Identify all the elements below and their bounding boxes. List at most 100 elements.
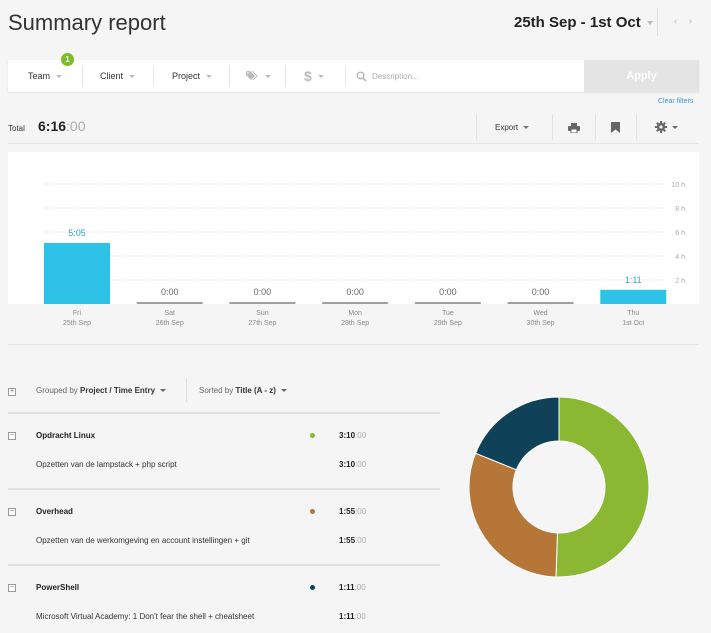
collapse-project-toggle[interactable]: − [8,432,16,440]
x-tick-label: Sat 26th Sep [130,309,210,329]
duration-hm: 1:55 [339,507,356,516]
total-duration: 6:16:00 [38,118,86,134]
team-filter-count-badge: 1 [61,53,74,66]
divider [595,114,596,140]
chevron-down-icon [672,125,678,129]
chevron-down-icon [280,389,287,393]
divider [8,564,440,566]
divider [476,114,477,140]
apply-button[interactable]: Apply [584,60,699,92]
team-filter[interactable]: Team [28,60,63,92]
x-tick-date: 26th Sep [155,320,184,327]
total-duration-seconds: :00 [66,118,86,134]
divider [345,66,346,86]
tag-filter[interactable] [246,60,271,92]
bar-value-label: 0:00 [439,287,457,297]
bar-wed[interactable] [507,302,574,304]
project-name: Opdracht Linux [36,431,96,440]
divider [229,66,230,86]
date-range-picker[interactable]: 25th Sep - 1st Oct [514,14,653,31]
x-tick-date: 25th Sep [62,320,92,327]
duration-hm: 3:10 [339,460,356,469]
duration-seconds: :00 [354,583,366,592]
x-tick-day: Sat [164,310,175,317]
bookmark-icon[interactable] [611,122,620,133]
x-tick-day: Fri [72,310,82,317]
client-filter-label: Client [100,71,124,81]
divider [8,143,699,144]
clear-filters-link[interactable]: Clear filters [658,98,694,105]
bar-tue[interactable] [414,302,481,304]
donut-slice[interactable] [474,396,560,471]
page-title: Summary report [8,10,166,35]
printer-icon[interactable] [568,123,580,133]
chevron-down-icon [317,74,324,78]
divider [8,488,440,490]
project-duration: 3:10:00 [339,431,366,440]
divider [552,114,553,140]
bar-sat[interactable] [136,302,203,304]
tag-icon [246,71,258,81]
x-tick-day: Sun [256,310,269,317]
description-search-input[interactable] [372,68,572,84]
client-filter[interactable]: Client [100,60,136,92]
divider [285,66,286,86]
total-label: Total [8,124,25,133]
group-by-value: Project / Time Entry [80,386,156,395]
divider [636,114,637,140]
collapse-project-toggle[interactable]: − [8,584,16,592]
group-by-dropdown[interactable]: Grouped by Project / Time Entry [36,386,167,395]
sort-by-value: Title (A - z) [235,386,276,395]
bar-value-label: 1:11 [625,275,642,285]
project-name: PowerShell [36,583,80,592]
bar-thu[interactable] [600,289,667,304]
x-tick-label: Fri 25th Sep [37,309,117,329]
x-tick-label: Sun 27th Sep [222,309,302,329]
time-entry-description: Opzetten van de lampstack + php script [36,460,177,469]
project-duration: 1:55:00 [339,507,366,516]
prev-week-button[interactable]: ‹ [674,16,677,26]
dollar-icon: $ [304,68,312,84]
bar-sun[interactable] [229,302,296,304]
date-range-label: 25th Sep - 1st Oct [514,14,641,31]
duration-hm: 1:55 [339,536,356,545]
bar-fri[interactable] [44,243,110,304]
export-button[interactable]: Export [495,123,530,132]
bar-mon[interactable] [322,302,389,304]
project-color-dot [310,433,315,438]
divider [186,378,187,402]
y-tick-label: 10 h [671,182,685,189]
divider [82,66,83,86]
chevron-down-icon [160,389,167,393]
collapse-project-toggle[interactable]: − [8,508,16,516]
bar-value-label: 0:00 [532,287,550,297]
bar-value-label: 5:05 [68,228,86,238]
chevron-down-icon [206,74,213,78]
y-tick-label: 8 h [675,206,685,213]
project-duration: 1:11:00 [339,583,366,592]
time-entry-duration: 1:11:00 [339,612,366,621]
settings-button[interactable] [655,121,678,133]
chevron-down-icon [56,74,63,78]
sort-by-dropdown[interactable]: Sorted by Title (A - z) [199,386,287,395]
x-tick-label: Wed 30th Sep [501,309,581,329]
x-tick-label: Tue 29th Sep [408,309,488,329]
project-donut-chart [468,396,650,578]
duration-seconds: :00 [355,536,367,545]
billable-filter[interactable]: $ [304,60,324,92]
chevron-down-icon [646,21,653,26]
export-label: Export [495,123,519,132]
y-tick-label: 4 h [675,254,685,261]
duration-hm: 1:11 [339,612,355,621]
next-week-button[interactable]: › [689,16,692,26]
project-color-dot [310,509,315,514]
donut-slice[interactable] [555,396,650,578]
x-tick-date: 28th Sep [341,320,370,327]
expand-all-toggle[interactable]: + [8,388,16,396]
duration-seconds: :00 [355,460,367,469]
project-filter[interactable]: Project [172,60,213,92]
divider [153,66,154,86]
project-name: Overhead [36,507,73,516]
donut-slice[interactable] [468,452,558,578]
